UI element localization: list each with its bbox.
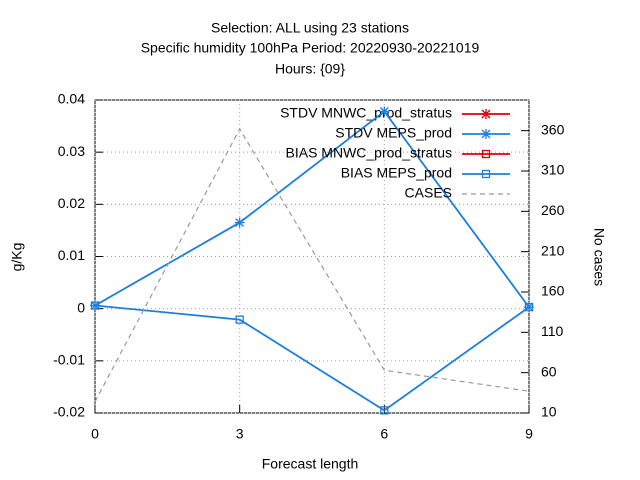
marker — [90, 301, 100, 310]
y2-tick-label: 110 — [541, 323, 564, 339]
y2-tick-label: 10 — [541, 404, 557, 420]
legend-label: BIAS MNWC_prod_stratus — [286, 145, 453, 161]
legend-label: STDV MEPS_prod — [335, 125, 452, 141]
marker — [380, 406, 389, 415]
legend-marker — [481, 129, 491, 139]
y-tick-label: 0.02 — [58, 195, 85, 211]
legend-marker — [481, 109, 491, 119]
legend-marker — [481, 169, 491, 179]
x-tick-label: 9 — [525, 426, 533, 442]
y-tick-label: 0 — [77, 299, 85, 315]
y2-tick-label: 310 — [541, 162, 565, 178]
marker — [524, 302, 534, 312]
series-line — [94, 127, 530, 402]
y-tick-label: 0.03 — [58, 143, 85, 159]
y2-tick-label: 210 — [541, 242, 565, 258]
series-line — [94, 304, 530, 412]
y2-tick-label: 60 — [541, 363, 557, 379]
legend-marker — [481, 149, 491, 159]
marker — [234, 217, 245, 228]
y-tick-label: -0.02 — [53, 404, 85, 420]
x-tick-label: 6 — [380, 426, 388, 442]
x-axis-label: Forecast length — [262, 456, 359, 472]
legend-label: CASES — [405, 185, 452, 201]
y-tick-label: -0.01 — [53, 352, 85, 368]
series-line — [94, 110, 530, 308]
legend-label: BIAS MEPS_prod — [341, 165, 452, 181]
y-tick-label: 0.01 — [58, 247, 85, 263]
y2-tick-label: 260 — [541, 202, 565, 218]
y2-tick-label: 160 — [541, 283, 565, 299]
y-axis-label: g/Kg — [9, 243, 25, 272]
marker — [379, 106, 390, 117]
y2-tick-label: 360 — [541, 121, 565, 137]
marker — [235, 315, 244, 324]
y-tick-label: 0.04 — [58, 91, 85, 107]
legend-label: STDV MNWC_prod_stratus — [280, 105, 452, 121]
chart-title: Selection: ALL using 23 stations — [211, 20, 409, 36]
chart-title: Hours: {09} — [275, 61, 345, 77]
chart-title: Specific humidity 100hPa Period: 2022093… — [141, 40, 480, 56]
y2-axis-label: No cases — [591, 228, 607, 286]
x-tick-label: 3 — [236, 426, 244, 442]
x-tick-label: 0 — [91, 426, 99, 442]
